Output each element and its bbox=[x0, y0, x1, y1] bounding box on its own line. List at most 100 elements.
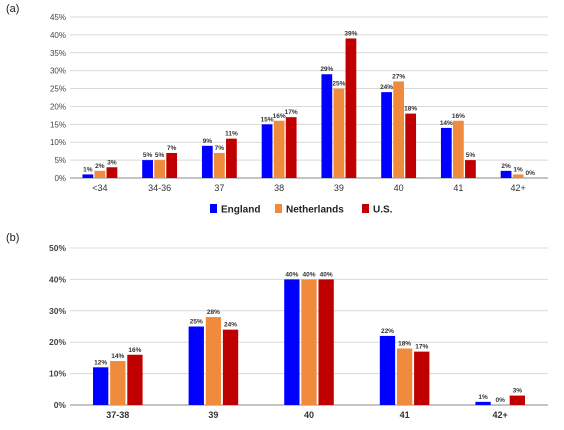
x-tick-label: 34-36 bbox=[148, 183, 171, 193]
data-label: 24% bbox=[380, 84, 393, 91]
bar-england bbox=[142, 160, 153, 178]
bar-netherlands bbox=[110, 361, 126, 405]
x-tick-label: 40 bbox=[394, 183, 404, 193]
data-label: 14% bbox=[111, 353, 124, 360]
x-tick-label: 42+ bbox=[510, 183, 525, 193]
panel-a-chart: 0%5%10%15%20%25%30%35%40%45%<341%2%3%34-… bbox=[50, 13, 548, 193]
data-label: 3% bbox=[107, 159, 117, 166]
y-tick-label: 10% bbox=[49, 369, 66, 379]
data-label: 3% bbox=[513, 388, 523, 395]
bar-netherlands bbox=[333, 88, 345, 178]
data-label: 25% bbox=[332, 81, 345, 88]
bar-netherlands bbox=[205, 317, 222, 405]
bar-england bbox=[500, 170, 512, 178]
bar-england bbox=[82, 174, 94, 178]
data-label: 1% bbox=[478, 394, 488, 401]
bar-netherlands bbox=[154, 160, 166, 178]
data-label: 22% bbox=[381, 328, 394, 335]
y-tick-label: 30% bbox=[50, 67, 66, 76]
bar-us bbox=[127, 354, 143, 405]
data-label: 18% bbox=[404, 106, 417, 113]
panel-b-label: (b) bbox=[6, 232, 19, 244]
bar-us bbox=[226, 138, 237, 178]
data-label: 5% bbox=[466, 152, 476, 159]
data-label: 1% bbox=[513, 166, 523, 173]
bar-us bbox=[166, 152, 178, 178]
y-tick-label: 15% bbox=[50, 120, 66, 129]
data-label: 28% bbox=[207, 309, 220, 316]
bar-england bbox=[475, 401, 491, 405]
bar-us bbox=[414, 351, 430, 405]
legend-label: Netherlands bbox=[286, 205, 344, 216]
bar-netherlands bbox=[94, 170, 106, 178]
bar-us bbox=[465, 160, 476, 178]
legend-swatch-netherlands bbox=[275, 204, 282, 213]
data-label: 40% bbox=[285, 271, 298, 278]
x-tick-label: 37-38 bbox=[106, 410, 129, 420]
y-tick-label: 40% bbox=[50, 31, 66, 40]
bar-england bbox=[201, 145, 213, 178]
bar-us bbox=[222, 329, 239, 405]
data-label: 5% bbox=[155, 152, 165, 159]
data-label: 7% bbox=[167, 145, 177, 152]
bar-england bbox=[261, 124, 273, 178]
data-label: 24% bbox=[224, 322, 237, 329]
bar-netherlands bbox=[301, 279, 317, 405]
legend-label: U.S. bbox=[373, 205, 393, 216]
bar-england bbox=[379, 335, 396, 405]
data-label: 9% bbox=[203, 138, 213, 145]
data-label: 16% bbox=[452, 113, 465, 120]
data-label: 2% bbox=[95, 163, 105, 170]
data-label: 11% bbox=[225, 131, 238, 138]
data-label: 5% bbox=[143, 152, 153, 159]
bar-us bbox=[106, 167, 118, 178]
data-label: 14% bbox=[440, 120, 453, 127]
bar-netherlands bbox=[213, 152, 225, 178]
bar-england bbox=[381, 92, 392, 178]
data-label: 27% bbox=[392, 73, 405, 80]
bar-england bbox=[321, 74, 333, 178]
y-tick-label: 40% bbox=[49, 274, 66, 284]
data-label: 18% bbox=[398, 340, 411, 347]
y-tick-label: 25% bbox=[50, 85, 66, 94]
data-label: 0% bbox=[525, 170, 535, 177]
y-tick-label: 30% bbox=[49, 306, 66, 316]
y-tick-label: 50% bbox=[49, 243, 66, 253]
data-label: 25% bbox=[190, 319, 203, 326]
x-tick-label: 42+ bbox=[493, 410, 508, 420]
data-label: 15% bbox=[261, 116, 274, 123]
y-tick-label: 5% bbox=[54, 156, 66, 165]
panel-a-label: (a) bbox=[6, 3, 19, 15]
data-label: 40% bbox=[320, 271, 333, 278]
x-tick-label: 40 bbox=[304, 410, 314, 420]
data-label: 16% bbox=[273, 113, 286, 120]
bar-netherlands bbox=[273, 120, 285, 178]
x-tick-label: 41 bbox=[400, 410, 410, 420]
y-tick-label: 0% bbox=[54, 174, 66, 183]
y-tick-label: 0% bbox=[54, 400, 67, 410]
bar-us bbox=[345, 38, 357, 178]
data-label: 29% bbox=[320, 66, 333, 73]
bar-england bbox=[440, 127, 452, 178]
bar-netherlands bbox=[396, 348, 413, 405]
x-tick-label: <34 bbox=[92, 183, 107, 193]
bar-netherlands bbox=[393, 81, 405, 178]
bar-england bbox=[284, 279, 300, 405]
bar-us bbox=[285, 117, 297, 178]
y-tick-label: 10% bbox=[50, 138, 66, 147]
data-label: 12% bbox=[94, 359, 107, 366]
bar-us bbox=[509, 395, 525, 405]
data-label: 2% bbox=[501, 163, 511, 170]
y-tick-label: 20% bbox=[49, 337, 66, 347]
data-label: 17% bbox=[415, 344, 428, 351]
x-tick-label: 39 bbox=[208, 410, 218, 420]
x-tick-label: 37 bbox=[214, 183, 224, 193]
y-tick-label: 45% bbox=[50, 13, 66, 22]
y-tick-label: 35% bbox=[50, 49, 66, 58]
bar-england bbox=[188, 326, 204, 405]
data-label: 17% bbox=[285, 109, 298, 116]
data-label: 40% bbox=[302, 271, 315, 278]
bar-england bbox=[93, 367, 109, 405]
bar-netherlands bbox=[512, 174, 524, 178]
y-tick-label: 20% bbox=[50, 102, 66, 111]
